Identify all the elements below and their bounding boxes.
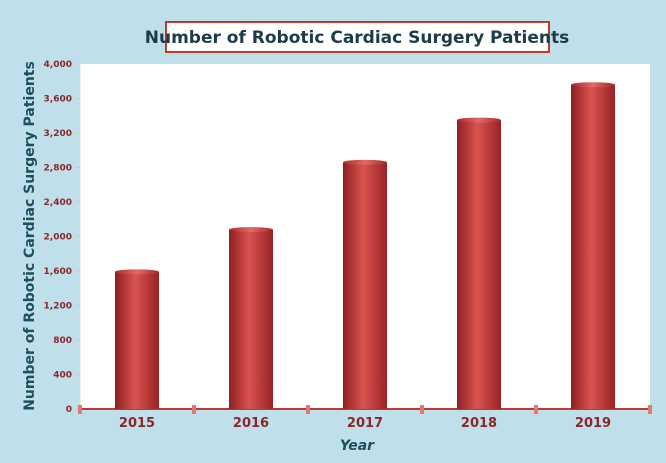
- y-axis-label: Number of Robotic Cardiac Surgery Patien…: [22, 61, 38, 411]
- bar-cap-2019: [571, 82, 615, 88]
- y-tick-label: 3,200: [44, 129, 72, 139]
- y-tick-label: 1,600: [44, 267, 72, 277]
- y-tick-label: 400: [53, 371, 72, 381]
- y-tick-label: 0: [66, 405, 72, 415]
- chart-title-box: [165, 21, 550, 53]
- y-tick-label: 3,600: [44, 95, 72, 105]
- y-tick-label: 1,200: [44, 302, 72, 312]
- x-separator-mark: [648, 405, 652, 414]
- x-separator-mark: [78, 405, 82, 414]
- bar-2019: [571, 84, 615, 409]
- chart-title: Number of Robotic Cardiac Surgery Patien…: [145, 28, 570, 48]
- bar-2017: [343, 162, 387, 409]
- x-tick-label: 2016: [233, 416, 269, 431]
- x-separator-mark: [534, 405, 538, 414]
- y-tick-label: 800: [53, 336, 72, 346]
- x-axis-label: Year: [340, 438, 375, 454]
- y-tick-label: 2,000: [44, 233, 72, 243]
- bars: [115, 82, 615, 409]
- x-tick-label: 2018: [461, 416, 497, 431]
- y-tick-label: 4,000: [44, 60, 72, 70]
- bar-2015: [115, 271, 159, 409]
- bar-cap-2017: [343, 159, 387, 165]
- x-tick-label: 2019: [575, 416, 611, 431]
- x-axis-separators: [78, 405, 652, 414]
- bar-2018: [457, 120, 501, 409]
- x-separator-mark: [420, 405, 424, 414]
- y-tick-label: 2,800: [44, 164, 72, 174]
- bar-cap-2016: [229, 227, 273, 233]
- x-separator-mark: [192, 405, 196, 414]
- y-axis-ticks: 0 400 800 1,200 1,600 2,000 2,400 2,800 3,200 3,6…: [44, 60, 80, 415]
- x-tick-label: 2015: [119, 416, 155, 431]
- x-tick-label: 2017: [347, 416, 383, 431]
- bar-cap-2015: [115, 269, 159, 275]
- y-tick-label: 2,400: [44, 198, 72, 208]
- bar-2016: [229, 229, 273, 409]
- x-separator-mark: [306, 405, 310, 414]
- bar-cap-2018: [457, 117, 501, 123]
- x-axis-ticks: 2015 2016 2017 2018 2019: [119, 416, 611, 431]
